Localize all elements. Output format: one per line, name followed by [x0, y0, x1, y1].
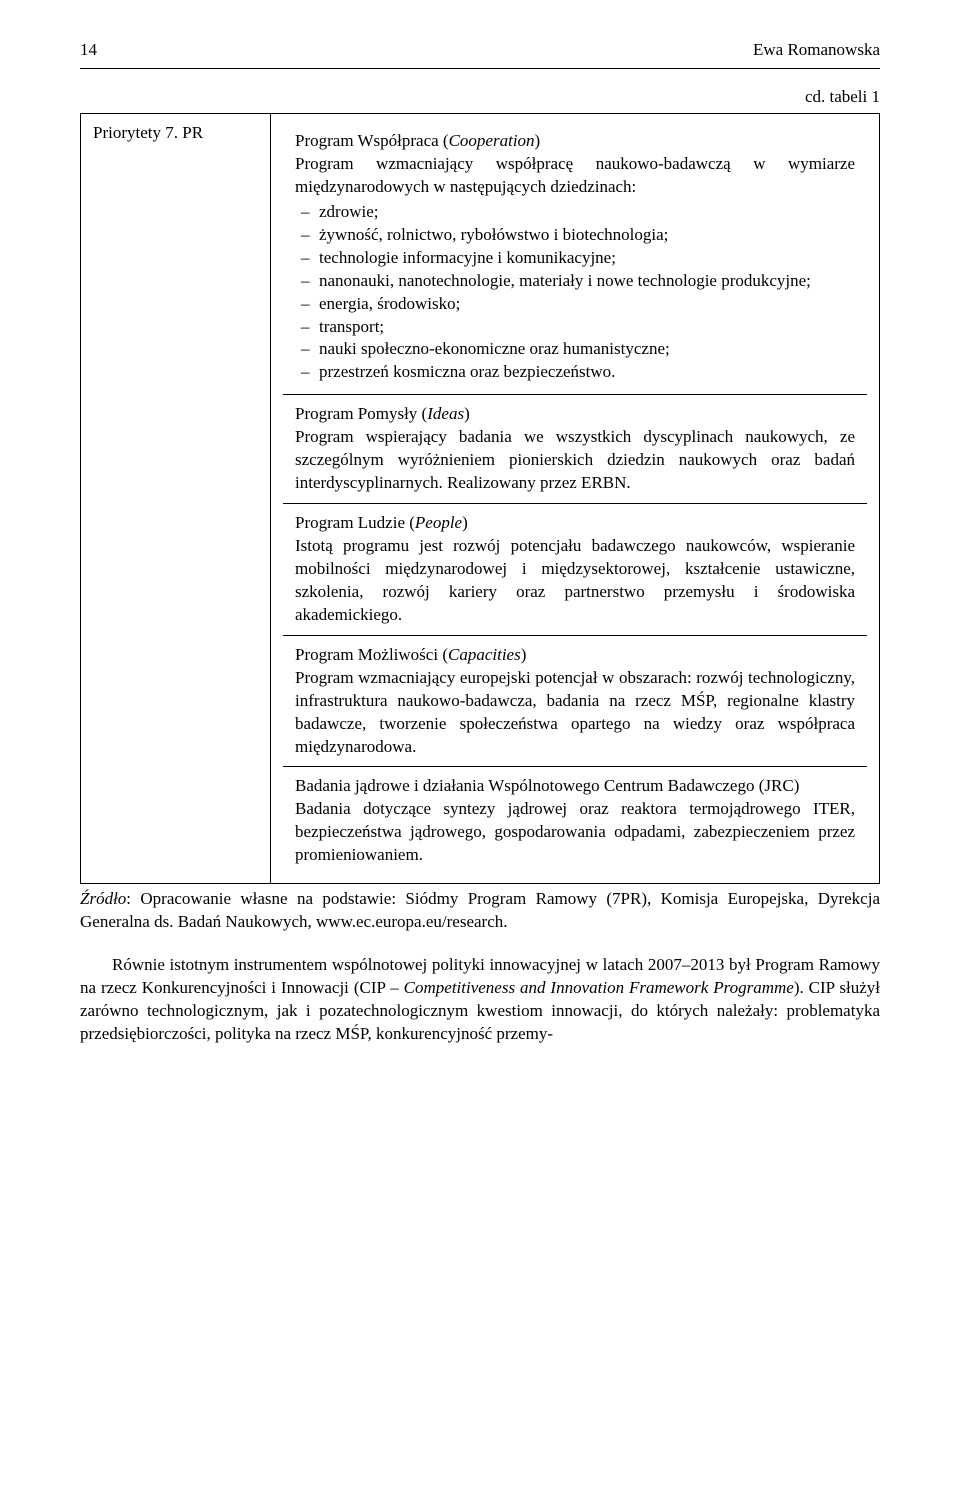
source-prefix: Źródło: [80, 889, 126, 908]
program-capacities: Program Możliwości (Capacities) Program …: [283, 636, 867, 768]
jrc-line1b: ): [794, 776, 800, 795]
program-body: Program wzmacniający europejski potencja…: [295, 668, 855, 756]
title-italic: People: [415, 513, 462, 532]
program-title: Program Ludzie (People): [295, 513, 468, 532]
jrc-line1a: Badania jądrowe i działania Wspólnotoweg…: [295, 776, 764, 795]
title-text: Program Możliwości (: [295, 645, 448, 664]
program-people: Program Ludzie (People) Istotą programu …: [283, 504, 867, 636]
program-title: Program Współpraca (Cooperation): [295, 131, 540, 150]
title-text: Program Współpraca (: [295, 131, 449, 150]
para-italic: Competitiveness and Innovation Framework…: [404, 978, 794, 997]
title-close: ): [535, 131, 541, 150]
title-close: ): [521, 645, 527, 664]
program-body: Program wspierający badania we wszystkic…: [295, 427, 855, 492]
page-number: 14: [80, 40, 97, 60]
row-content-cell: Program Współpraca (Cooperation) Program…: [271, 114, 880, 884]
title-text: Program Ludzie (: [295, 513, 415, 532]
title-italic: Cooperation: [449, 131, 535, 150]
program-cooperation: Program Współpraca (Cooperation) Program…: [283, 122, 867, 395]
program-intro: Program wzmacniający współpracę naukowo-…: [295, 154, 855, 196]
program-ideas: Program Pomysły (Ideas) Program wspieraj…: [283, 395, 867, 504]
table-row: Priorytety 7. PR Program Współpraca (Coo…: [81, 114, 880, 884]
body-paragraph: Równie istotnym instrumentem wspólnotowe…: [80, 954, 880, 1046]
program-jrc: Badania jądrowe i działania Wspólnotoweg…: [283, 767, 867, 875]
title-close: ): [462, 513, 468, 532]
jrc-italic: JRC: [764, 776, 793, 795]
title-italic: Capacities: [448, 645, 521, 664]
list-item: technologie informacyjne i komunikacyjne…: [295, 247, 855, 270]
list-item: energia, środowisko;: [295, 293, 855, 316]
table-source: Źródło: Opracowanie własne na podstawie:…: [80, 888, 880, 934]
program-body: Istotą programu jest rozwój potencjału b…: [295, 536, 855, 624]
table-continuation-label: cd. tabeli 1: [80, 87, 880, 107]
row-label-cell: Priorytety 7. PR: [81, 114, 271, 884]
program-body: Badania dotyczące syntezy jądrowej oraz …: [295, 799, 855, 864]
title-text: Program Pomysły (: [295, 404, 427, 423]
author-name: Ewa Romanowska: [753, 40, 880, 60]
priorities-table: Priorytety 7. PR Program Współpraca (Coo…: [80, 113, 880, 884]
list-item: żywność, rolnictwo, rybołówstwo i biotec…: [295, 224, 855, 247]
page-header: 14 Ewa Romanowska: [80, 40, 880, 60]
list-item: zdrowie;: [295, 201, 855, 224]
title-italic: Ideas: [427, 404, 464, 423]
title-close: ): [464, 404, 470, 423]
list-item: nanonauki, nanotechnologie, materiały i …: [295, 270, 855, 293]
list-item: przestrzeń kosmiczna oraz bezpieczeństwo…: [295, 361, 855, 384]
list-item: nauki społeczno-ekonomiczne oraz humanis…: [295, 338, 855, 361]
bullet-list: zdrowie; żywność, rolnictwo, rybołówstwo…: [295, 201, 855, 385]
program-title: Program Pomysły (Ideas): [295, 404, 470, 423]
source-text: : Opracowanie własne na podstawie: Siódm…: [80, 889, 880, 931]
program-title: Program Możliwości (Capacities): [295, 645, 526, 664]
header-rule: [80, 68, 880, 69]
row-label: Priorytety 7. PR: [93, 123, 203, 142]
list-item: transport;: [295, 316, 855, 339]
